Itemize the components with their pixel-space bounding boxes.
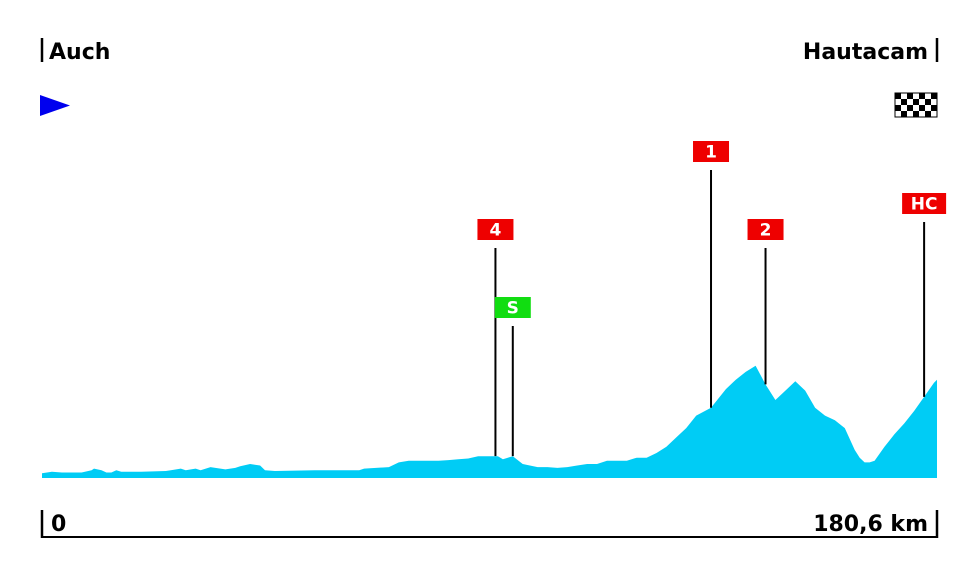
- category-badge-hc: [902, 193, 947, 214]
- climb-label-2: 2: [760, 221, 772, 241]
- start-town-label: Auch: [49, 40, 110, 65]
- category-badge-2: [747, 219, 784, 240]
- climb-label-4: 4: [490, 221, 502, 241]
- climb-markers: 4 S 1 2 HC: [477, 141, 947, 457]
- climb-label-s: S: [507, 299, 519, 319]
- checkered-finish-icon: [894, 92, 938, 118]
- category-badge-1: [693, 141, 730, 162]
- distance-end-label: 180,6 km: [813, 512, 928, 537]
- finish-town-label: Hautacam: [803, 40, 928, 65]
- category-badge-4: [477, 219, 514, 240]
- sprint-badge-s: [494, 297, 531, 318]
- elevation-profile-area: [42, 365, 937, 478]
- profile-layer: [42, 365, 937, 478]
- climb-label-hc: HC: [911, 195, 938, 215]
- distance-start-label: 0: [51, 512, 66, 537]
- start-flag-icon: [40, 95, 70, 116]
- climb-label-1: 1: [705, 143, 717, 163]
